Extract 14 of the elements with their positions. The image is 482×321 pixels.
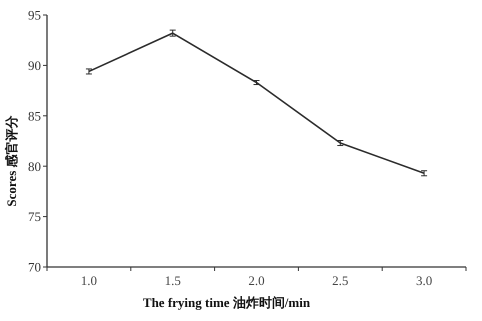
x-tick-label: 2.5: [332, 273, 348, 288]
x-tick-label: 1.0: [80, 273, 98, 288]
x-tick-label: 3.0: [416, 273, 432, 288]
y-tick-label: 80: [28, 158, 41, 174]
y-tick-label: 95: [28, 8, 41, 23]
x-tick-label: 2.0: [248, 273, 265, 288]
y-tick-label: 90: [28, 58, 41, 73]
y-tick-label: 85: [28, 108, 41, 124]
y-axis-title: Scores 感官评分: [4, 114, 19, 207]
y-tick-label: 70: [28, 260, 41, 275]
y-tick-label: 75: [28, 209, 41, 224]
x-axis-title: The frying time 油炸时间/min: [142, 295, 311, 310]
x-tick-label: 1.5: [164, 273, 181, 288]
line-series: [88, 32, 425, 174]
